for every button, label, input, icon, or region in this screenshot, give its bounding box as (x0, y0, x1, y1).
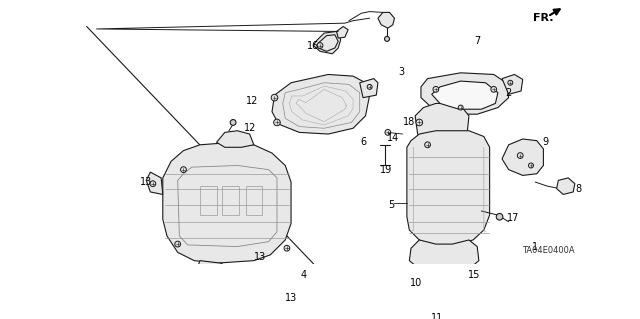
Polygon shape (432, 81, 498, 109)
Text: 15: 15 (468, 270, 480, 280)
Text: 13: 13 (285, 293, 297, 303)
Text: 4: 4 (300, 270, 307, 280)
Polygon shape (407, 131, 490, 247)
Text: 12: 12 (243, 123, 256, 133)
Ellipse shape (529, 163, 534, 168)
Ellipse shape (433, 86, 439, 92)
Ellipse shape (496, 213, 503, 220)
Ellipse shape (208, 290, 214, 296)
Polygon shape (163, 142, 291, 263)
Text: 12: 12 (246, 96, 259, 106)
Ellipse shape (416, 119, 422, 126)
Ellipse shape (425, 142, 431, 148)
Ellipse shape (367, 85, 372, 89)
Text: 16: 16 (307, 41, 319, 50)
Ellipse shape (424, 278, 431, 285)
Text: 13: 13 (140, 177, 152, 187)
Polygon shape (196, 261, 230, 281)
Polygon shape (424, 269, 469, 294)
Polygon shape (461, 269, 481, 290)
Ellipse shape (431, 313, 438, 319)
Text: 2: 2 (506, 88, 512, 98)
Ellipse shape (491, 86, 497, 92)
Ellipse shape (150, 181, 156, 187)
Text: 6: 6 (360, 137, 366, 147)
Polygon shape (410, 240, 479, 273)
Text: 14: 14 (387, 133, 399, 143)
Polygon shape (421, 73, 509, 114)
Polygon shape (337, 26, 348, 38)
Ellipse shape (175, 241, 180, 247)
Text: 18: 18 (403, 117, 415, 128)
Ellipse shape (385, 36, 390, 41)
Polygon shape (216, 131, 254, 147)
Text: 10: 10 (410, 278, 422, 288)
Text: 1: 1 (532, 241, 538, 252)
Text: 11: 11 (431, 313, 443, 319)
Text: 13: 13 (254, 251, 266, 262)
Polygon shape (314, 32, 340, 54)
Ellipse shape (458, 105, 463, 110)
Text: TA04E0400A: TA04E0400A (522, 246, 575, 255)
Text: 17: 17 (508, 213, 520, 223)
Ellipse shape (230, 120, 236, 125)
Text: FR.: FR. (532, 13, 553, 23)
Ellipse shape (517, 153, 523, 159)
Text: 8: 8 (575, 184, 581, 194)
Ellipse shape (385, 130, 391, 135)
Text: 7: 7 (474, 36, 481, 46)
Ellipse shape (214, 271, 219, 276)
Ellipse shape (180, 167, 186, 173)
Polygon shape (502, 74, 523, 94)
Ellipse shape (274, 119, 280, 126)
Polygon shape (146, 172, 163, 195)
FancyArrowPatch shape (550, 9, 560, 15)
Ellipse shape (317, 43, 323, 48)
Polygon shape (360, 78, 378, 98)
Ellipse shape (271, 94, 278, 101)
Polygon shape (378, 12, 394, 28)
Polygon shape (272, 74, 370, 134)
Text: 9: 9 (542, 137, 548, 147)
Text: 3: 3 (398, 67, 404, 77)
Polygon shape (502, 139, 543, 175)
Ellipse shape (508, 80, 513, 85)
Text: 5: 5 (388, 200, 394, 210)
Ellipse shape (284, 245, 290, 251)
Text: 19: 19 (380, 165, 392, 174)
Polygon shape (557, 178, 575, 195)
Polygon shape (415, 103, 469, 145)
